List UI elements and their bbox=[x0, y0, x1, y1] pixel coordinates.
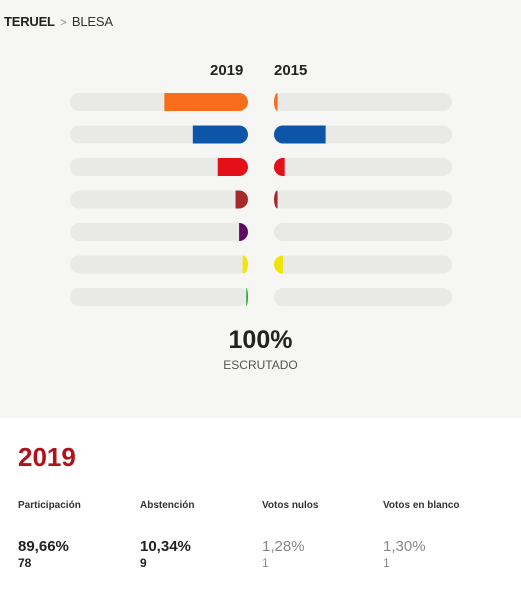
bar-2019-5 bbox=[242, 255, 249, 274]
track-2015-6 bbox=[274, 288, 452, 306]
track-2015-2 bbox=[274, 158, 452, 176]
results-panel bbox=[0, 0, 521, 418]
bar-2019-6 bbox=[246, 288, 248, 306]
track-2015-3 bbox=[274, 190, 452, 209]
year-2015-header: 2015 bbox=[274, 62, 308, 79]
bar-2019-2 bbox=[217, 158, 248, 176]
bar-2015-2 bbox=[274, 158, 285, 176]
bar-2015-5 bbox=[273, 255, 283, 274]
stat-abstencion: Abstención 10,34% 9 bbox=[140, 500, 260, 570]
breadcrumb: TERUEL > BLESA bbox=[4, 14, 113, 29]
breadcrumb-province[interactable]: TERUEL bbox=[4, 14, 55, 29]
blanco-percent: 1,30% bbox=[383, 538, 426, 555]
bar-2015-0 bbox=[273, 93, 278, 111]
track-2015-5 bbox=[274, 255, 452, 274]
results-bar-chart bbox=[70, 93, 452, 306]
summary-year: 2019 bbox=[18, 442, 76, 472]
nulos-count: 1 bbox=[262, 556, 269, 570]
track-2019-6 bbox=[70, 288, 248, 306]
breadcrumb-municipality: BLESA bbox=[71, 14, 113, 29]
stat-votos-nulos: Votos nulos 1,28% 1 bbox=[262, 500, 382, 570]
breadcrumb-separator: > bbox=[60, 17, 67, 29]
scrutiny-label: ESCRUTADO bbox=[223, 358, 298, 372]
track-2019-2 bbox=[70, 158, 248, 176]
track-2019-5 bbox=[70, 255, 248, 274]
bar-2019-3 bbox=[235, 190, 248, 209]
track-2019-4 bbox=[70, 223, 248, 241]
stat-votos-blanco: Votos en blanco 1,30% 1 bbox=[383, 500, 503, 570]
participacion-percent: 89,66% bbox=[18, 538, 69, 555]
track-2015-4 bbox=[274, 223, 452, 241]
nulos-percent: 1,28% bbox=[262, 538, 305, 555]
blanco-count: 1 bbox=[383, 556, 390, 570]
abstencion-count: 9 bbox=[140, 556, 147, 570]
bar-2015-3 bbox=[273, 190, 278, 209]
stat-participacion: Participación 89,66% 78 bbox=[18, 500, 138, 570]
bar-2019-1 bbox=[192, 125, 248, 144]
bar-2019-0 bbox=[164, 93, 248, 111]
bar-2019-4 bbox=[239, 223, 248, 241]
abstencion-label: Abstención bbox=[140, 500, 195, 511]
blanco-label: Votos en blanco bbox=[383, 500, 460, 511]
scrutiny-percent: 100% bbox=[228, 326, 293, 354]
bar-2015-1 bbox=[274, 125, 326, 144]
nulos-label: Votos nulos bbox=[262, 500, 319, 511]
year-2019-header: 2019 bbox=[210, 62, 244, 79]
track-2015-0 bbox=[274, 93, 452, 111]
track-2019-3 bbox=[70, 190, 248, 209]
participacion-label: Participación bbox=[18, 500, 81, 511]
participacion-count: 78 bbox=[18, 556, 32, 570]
abstencion-percent: 10,34% bbox=[140, 538, 191, 555]
